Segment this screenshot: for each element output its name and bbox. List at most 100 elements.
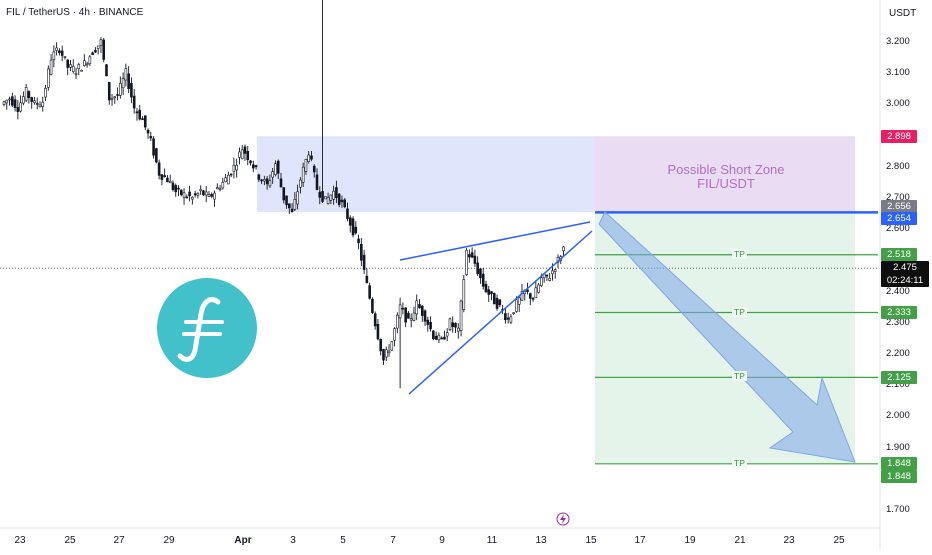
candle-body (66, 59, 70, 68)
candle-body (404, 307, 407, 323)
candle-body (304, 159, 308, 172)
candle-body (99, 39, 103, 46)
candle-body (218, 188, 222, 191)
candle-body (8, 98, 11, 101)
candle-body (448, 318, 452, 330)
candle-body (340, 199, 344, 203)
time-tick-label: 23 (783, 535, 795, 546)
candle-body (22, 96, 25, 104)
candle-body (531, 298, 535, 300)
candle-body (11, 96, 14, 106)
candle-body (434, 335, 438, 340)
current-price-badge: 2.475 02:24:11 (881, 261, 929, 287)
candle-body (210, 194, 214, 197)
candle-body (107, 82, 111, 101)
time-tick-label: 13 (535, 535, 547, 546)
time-tick-label: 21 (734, 535, 746, 546)
candle-body (548, 277, 551, 281)
candle-body (351, 218, 355, 236)
candle-body (110, 97, 114, 100)
candle-body (329, 194, 333, 201)
chart-title: FIL / TetherUS · 4h · BINANCE (6, 7, 144, 18)
candle-body (119, 83, 122, 96)
candle-body (365, 275, 369, 283)
candle-body (440, 337, 443, 340)
candle-body (415, 300, 419, 315)
candle-body (2, 101, 6, 105)
candle-body (387, 350, 391, 354)
candle-body (490, 291, 493, 295)
candle-body (58, 50, 61, 53)
price-badge: 2.898 (881, 129, 917, 143)
candle-body (33, 100, 36, 103)
time-tick-label: 27 (113, 535, 125, 546)
candle-body (193, 193, 197, 196)
projection-arrow (598, 211, 856, 463)
candle-body (301, 166, 305, 183)
price-badge: 2.656 (881, 199, 917, 213)
candle-body (335, 187, 338, 199)
candle-body (77, 64, 81, 69)
price-tick-label: 2.400 (886, 285, 910, 297)
candle-body (199, 189, 202, 192)
time-tick-label: 19 (684, 535, 696, 546)
candle-body (315, 174, 319, 190)
candle-body (276, 160, 280, 174)
candle-body (246, 151, 250, 161)
lightning-bolt (560, 514, 566, 524)
candle-body (293, 199, 297, 210)
candle-body (528, 293, 532, 299)
candle-body (393, 328, 396, 341)
candle-body (476, 262, 479, 275)
price-badge: 2.125 (881, 370, 917, 384)
candle-body (426, 319, 430, 325)
candle-body (423, 310, 427, 322)
candle-body (506, 317, 510, 320)
candle-body (432, 330, 435, 340)
time-tick-label: 29 (163, 535, 175, 546)
candle-body (41, 101, 45, 107)
candle-body (373, 313, 377, 327)
candle-body (487, 289, 491, 295)
candle-body (221, 181, 225, 189)
time-tick-label: 3 (290, 535, 296, 546)
time-tick-label: 7 (390, 535, 396, 546)
candle-body (512, 312, 515, 314)
candle-body (443, 336, 446, 340)
candle-body (437, 334, 441, 341)
candle-body (348, 217, 352, 226)
candle-body (60, 50, 64, 56)
candle-body (468, 254, 471, 258)
candle-body (182, 192, 186, 198)
candle-body (232, 164, 236, 172)
candle-body (268, 180, 272, 187)
candle-body (130, 82, 133, 98)
candle-body (47, 68, 50, 88)
candle-body (146, 129, 150, 134)
wedge-upper-line (399, 221, 591, 261)
candle-body (44, 88, 47, 98)
candle-body (229, 173, 233, 176)
candle-body (124, 68, 128, 81)
candle-body (5, 99, 9, 104)
candle-body (296, 191, 299, 205)
candle-body (27, 91, 31, 98)
candle-body (321, 191, 324, 202)
candle-body (515, 299, 518, 312)
candle-body (562, 246, 565, 251)
candle-body (254, 165, 258, 168)
current-price: 2.475 (893, 262, 917, 273)
candle-body (465, 250, 468, 275)
candle-body (492, 293, 496, 305)
price-tick-label: 2.300 (886, 316, 910, 328)
candle-body (540, 277, 543, 286)
price-badge: 1.848 (881, 457, 917, 471)
candle-body (63, 56, 67, 58)
candle-body (288, 203, 291, 209)
candle-body (279, 178, 283, 188)
candle-body (368, 285, 371, 299)
price-tick-label: 3.200 (886, 36, 910, 47)
candle-body (102, 39, 106, 60)
